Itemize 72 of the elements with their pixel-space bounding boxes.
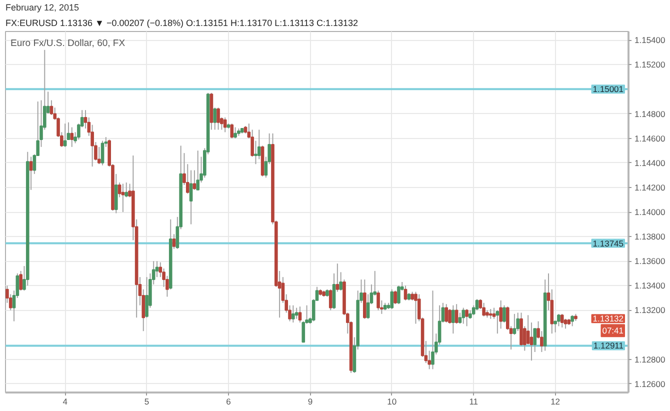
candlestick bbox=[570, 314, 574, 327]
candlestick bbox=[100, 140, 104, 166]
candlestick bbox=[516, 312, 520, 332]
candlestick bbox=[234, 126, 237, 139]
candlestick bbox=[70, 126, 74, 148]
y-tick-label: 1.14400 bbox=[634, 158, 666, 168]
text: Euro Fx/U.S. Dollar, 60, FX bbox=[10, 38, 126, 49]
x-tick-label: 11 bbox=[469, 396, 478, 406]
candlestick bbox=[294, 307, 298, 320]
candlestick bbox=[482, 302, 486, 317]
candlestick bbox=[397, 285, 400, 305]
candlestick bbox=[292, 304, 295, 324]
text: February 12, 2015 bbox=[6, 2, 80, 12]
candlestick bbox=[145, 276, 148, 318]
candlestick bbox=[172, 234, 176, 250]
candlestick bbox=[216, 107, 220, 130]
annotation: 1.13132 bbox=[592, 314, 624, 324]
candlestick bbox=[230, 123, 234, 139]
candlestick bbox=[404, 285, 408, 301]
candlestick bbox=[414, 291, 418, 324]
candlestick bbox=[496, 310, 500, 334]
y-tick-label: 1.14600 bbox=[634, 133, 666, 144]
candlestick bbox=[254, 140, 258, 165]
candlestick bbox=[465, 308, 468, 327]
candlestick bbox=[444, 304, 448, 324]
chart-subtitle: FX:EURUSD 1.13136 ▼ −0.00207 (−0.18%) O:1.13151 H:1.13170 L:1.13113 C:1.13132 bbox=[6, 18, 358, 28]
ref-line-label: 1.15001 bbox=[592, 84, 624, 94]
candlestick bbox=[475, 298, 479, 311]
candlestick bbox=[454, 304, 458, 324]
candlestick bbox=[458, 312, 462, 324]
x-tick-label: 5 bbox=[144, 396, 150, 406]
y-tick-label: 1.13600 bbox=[634, 256, 666, 266]
candlestick bbox=[390, 288, 394, 310]
candlestick bbox=[213, 107, 217, 130]
candlestick bbox=[488, 308, 492, 320]
candlestick bbox=[512, 313, 516, 336]
y-tick-label: 1.14800 bbox=[634, 108, 666, 119]
x-tick-label: 12 bbox=[550, 396, 560, 406]
y-tick-label: 1.15400 bbox=[634, 35, 666, 46]
y-tick-label: 1.13200 bbox=[634, 305, 666, 316]
candlestick bbox=[431, 290, 434, 370]
x-tick-label: 6 bbox=[226, 396, 232, 406]
y-tick-label: 1.12600 bbox=[634, 378, 666, 389]
y-tick-label: 1.15200 bbox=[634, 60, 666, 70]
y-tick-label: 1.14200 bbox=[634, 182, 666, 192]
candlestick bbox=[196, 150, 200, 190]
x-tick-label: 10 bbox=[387, 396, 397, 406]
ref-line-label: 1.12911 bbox=[593, 340, 624, 351]
candlestick bbox=[557, 313, 560, 327]
candlestick bbox=[328, 288, 332, 311]
candlestick bbox=[298, 306, 302, 324]
candlestick bbox=[499, 300, 502, 330]
candlestick bbox=[336, 263, 340, 292]
y-tick-label: 1.13400 bbox=[634, 280, 666, 291]
ref-line-label: 1.13745 bbox=[592, 238, 624, 248]
candlestick bbox=[394, 290, 397, 305]
candlestick bbox=[29, 156, 33, 190]
candlestick bbox=[257, 129, 261, 160]
y-tick-label: 1.14000 bbox=[634, 207, 666, 217]
candlestick bbox=[121, 183, 125, 212]
candlestick bbox=[502, 304, 506, 324]
y-tick-label: 1.13800 bbox=[634, 232, 666, 242]
candlestick bbox=[223, 116, 227, 133]
x-tick-label: 9 bbox=[308, 396, 313, 406]
candlestick bbox=[97, 146, 101, 165]
y-tick-label: 1.12800 bbox=[634, 354, 666, 364]
candlestick bbox=[462, 307, 466, 324]
x-tick-label: 4 bbox=[62, 396, 68, 406]
candlestick bbox=[452, 304, 455, 334]
annotation: 07:41 bbox=[602, 326, 624, 336]
candlestick bbox=[564, 318, 568, 330]
candlestick bbox=[560, 313, 564, 328]
